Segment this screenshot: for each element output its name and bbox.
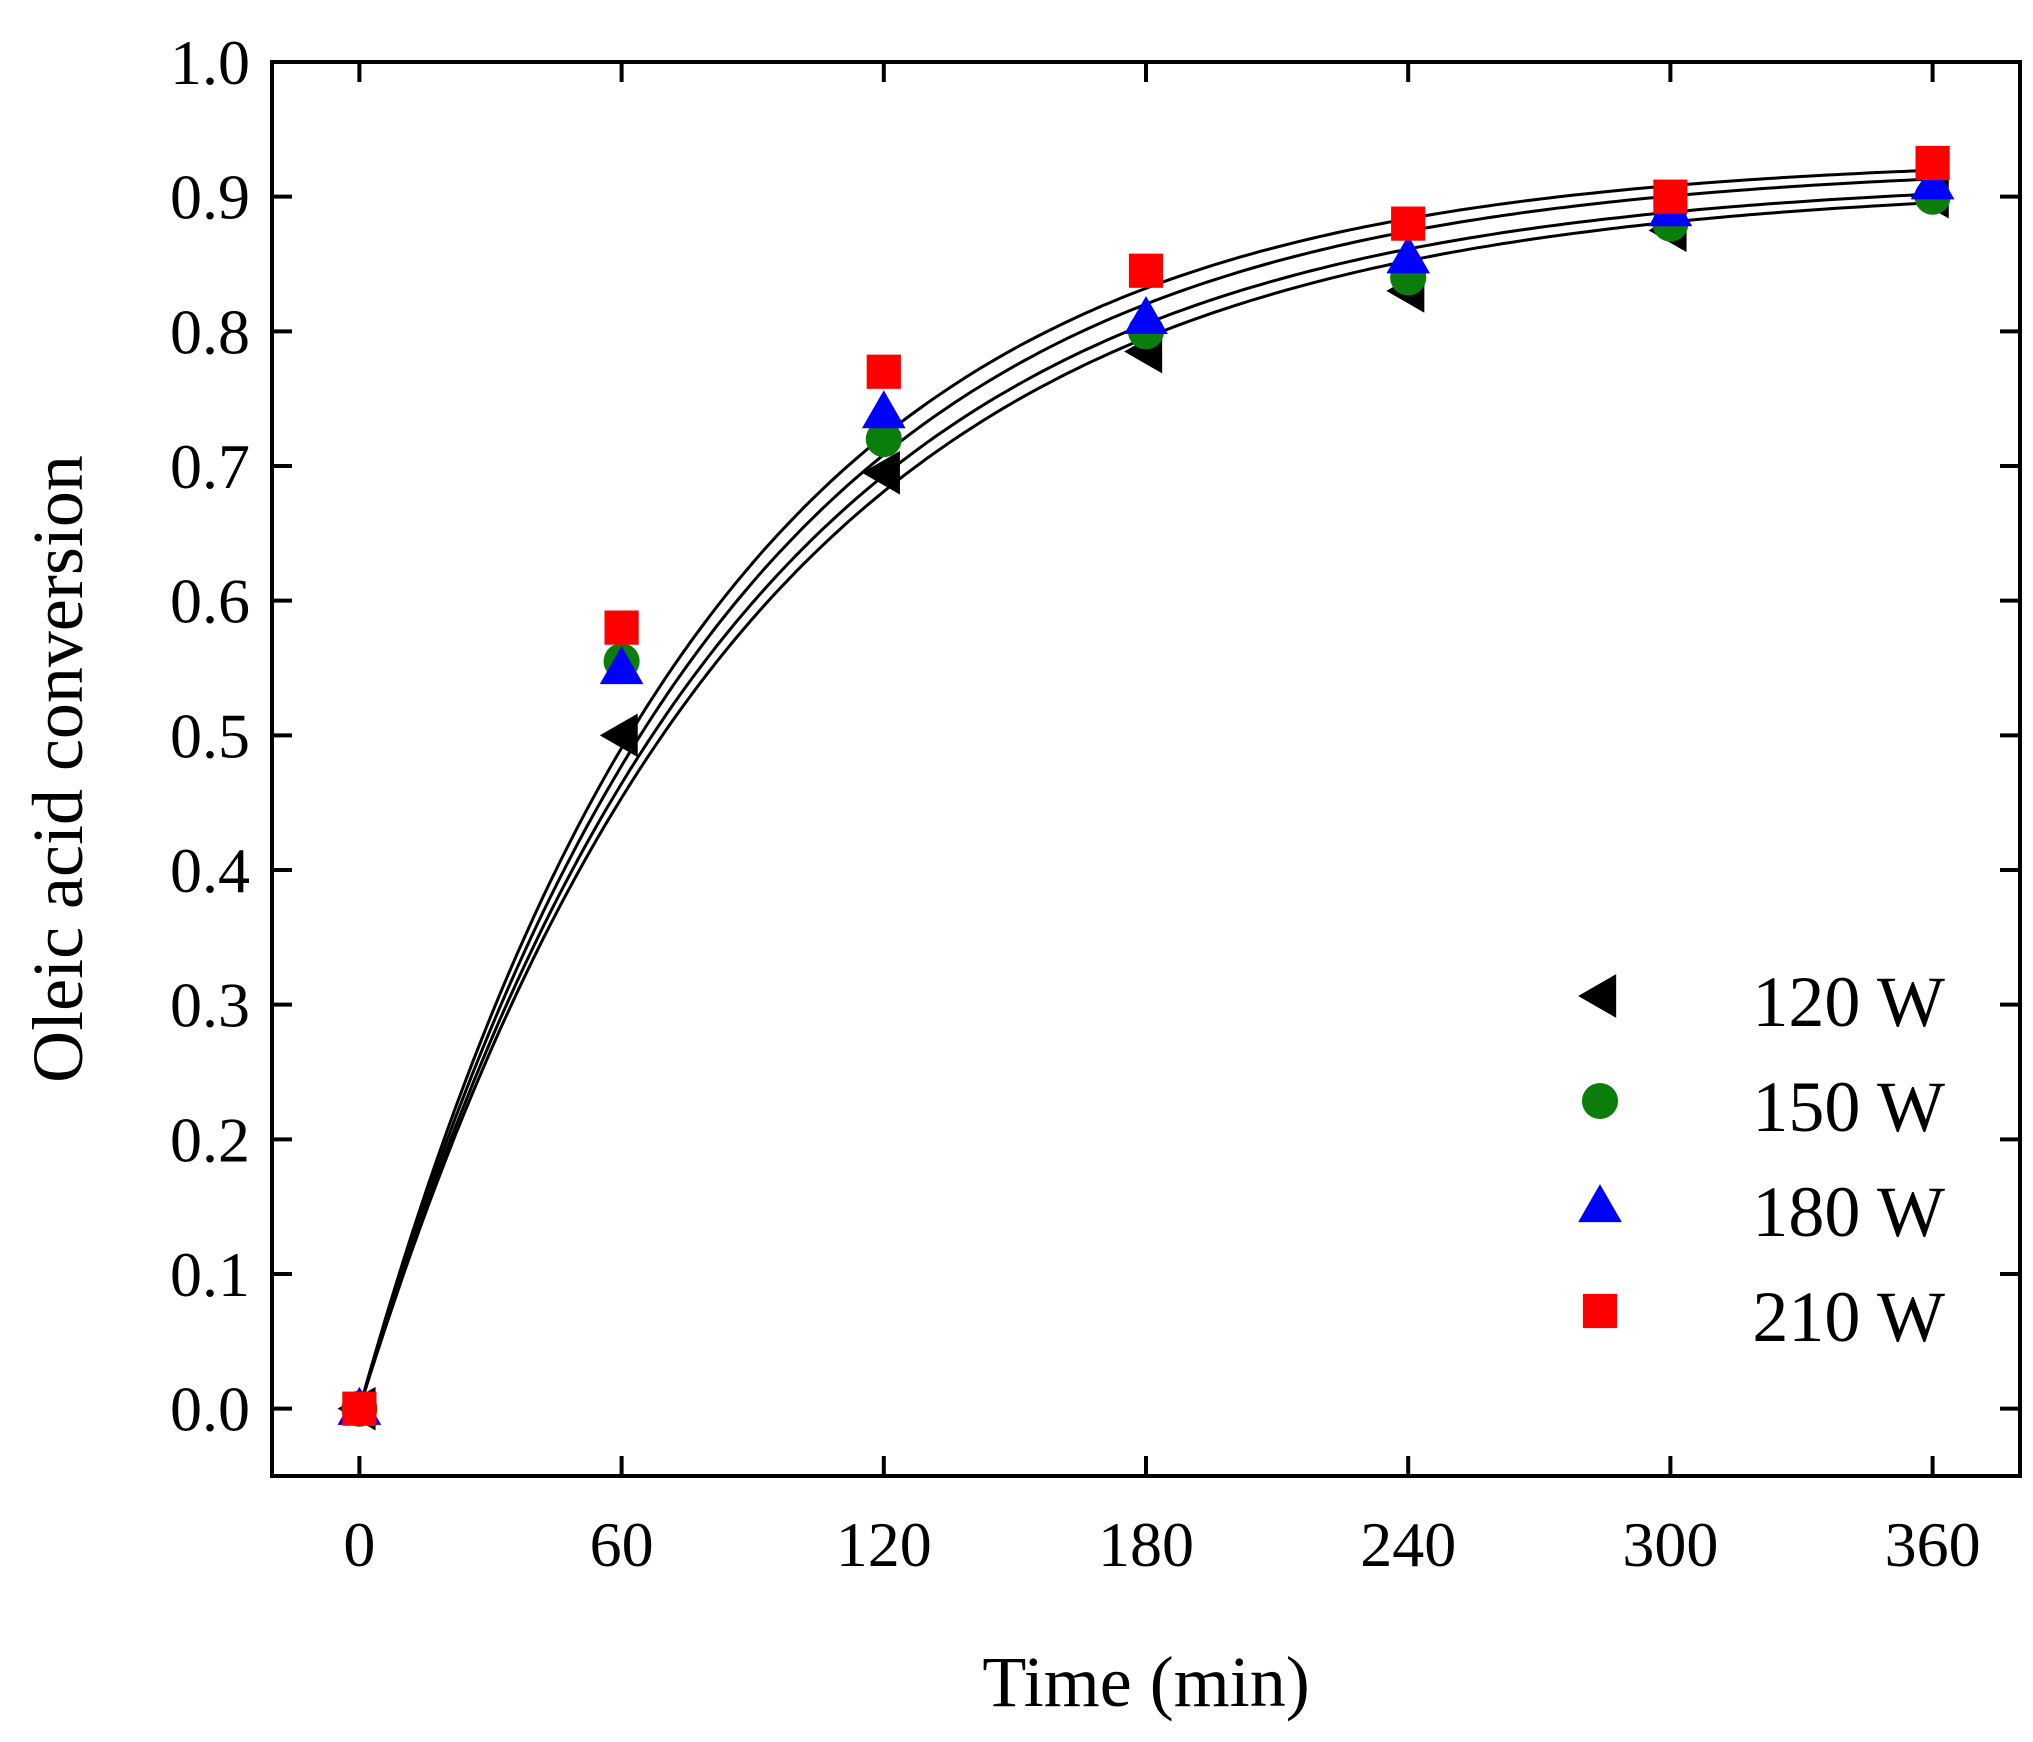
legend-label-210w: 210 W xyxy=(1752,1277,1945,1357)
fit-curve-150w xyxy=(357,192,1933,1410)
data-point-180w xyxy=(1124,296,1168,335)
legend-marker-120w xyxy=(1578,974,1617,1018)
data-point-150w xyxy=(865,421,902,458)
x-tick-label: 240 xyxy=(1360,1509,1456,1580)
legend-marker-150w xyxy=(1581,1082,1619,1120)
legend-marker-210w xyxy=(1582,1293,1618,1329)
data-point-210w xyxy=(1128,253,1164,288)
legend-label-120w: 120 W xyxy=(1752,962,1945,1042)
y-tick-label: 0.3 xyxy=(170,970,250,1041)
x-tick-label: 60 xyxy=(590,1509,654,1580)
x-tick-label: 120 xyxy=(836,1509,932,1580)
legend: 120 W 150 W 180 W 210 W xyxy=(1578,962,1945,1357)
x-tick-label: 0 xyxy=(343,1509,375,1580)
data-point-210w xyxy=(1391,206,1426,241)
x-axis-title: Time (min) xyxy=(982,1642,1309,1722)
fit-curve-120w xyxy=(357,201,1933,1410)
legend-label-180w: 180 W xyxy=(1752,1172,1945,1252)
legend-marker-180w xyxy=(1578,1184,1622,1223)
y-tick-label: 0.9 xyxy=(170,162,250,233)
data-point-120w xyxy=(599,713,638,758)
data-point-180w xyxy=(1910,161,1955,200)
y-axis-ticks: 0.0 0.1 0.2 0.3 0.4 0.5 0.6 0.7 0.8 0.9 1.0 xyxy=(170,27,2020,1445)
y-tick-label: 1.0 xyxy=(170,27,250,98)
data-point-210w xyxy=(604,610,639,645)
y-tick-label: 0.1 xyxy=(170,1239,250,1310)
data-point-180w xyxy=(1386,235,1431,274)
y-tick-label: 0.7 xyxy=(170,431,250,502)
x-tick-label: 300 xyxy=(1622,1509,1718,1580)
data-point-210w xyxy=(866,354,901,389)
x-tick-label: 180 xyxy=(1098,1509,1194,1580)
data-point-180w xyxy=(861,390,906,429)
x-tick-label: 360 xyxy=(1885,1509,1981,1580)
y-tick-label: 0.6 xyxy=(170,566,250,637)
legend-label-150w: 150 W xyxy=(1752,1067,1945,1147)
x-axis-ticks: 0 60 120 180 240 300 360 xyxy=(343,62,1981,1580)
data-point-180w xyxy=(599,646,644,685)
data-point-210w xyxy=(342,1391,377,1426)
y-tick-label: 0.5 xyxy=(170,700,250,771)
data-point-210w xyxy=(1653,179,1688,214)
y-tick-label: 0.4 xyxy=(170,835,250,906)
data-point-120w xyxy=(861,450,900,495)
y-axis-title: Oleic acid conversion xyxy=(18,455,98,1083)
y-tick-label: 0.8 xyxy=(170,296,250,367)
y-tick-label: 0.2 xyxy=(170,1104,250,1175)
data-markers xyxy=(337,145,1955,1431)
data-point-210w xyxy=(1915,145,1950,181)
y-tick-label: 0.0 xyxy=(170,1374,250,1445)
